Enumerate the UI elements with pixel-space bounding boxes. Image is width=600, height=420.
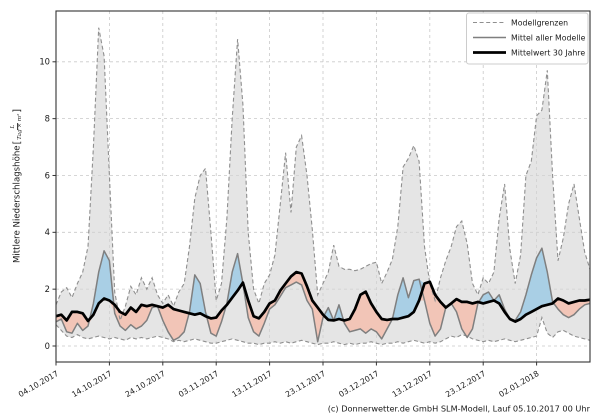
upper-model-bound-line xyxy=(55,27,591,323)
x-tick-label-1: 14.10.2017 xyxy=(70,369,113,399)
y-axis-unit-close-bracket: ] xyxy=(12,108,23,113)
y-tick-label-0: 0 xyxy=(45,341,50,351)
plot-area: 0 2 4 6 8 10 04.10.2017 14.10.2017 24.10.2017 03.… xyxy=(17,10,591,399)
y-tick-label-2: 2 xyxy=(45,284,50,294)
legend-label-modellgrenzen: Modellgrenzen xyxy=(511,18,568,27)
x-tick-label-8: 23.12.2017 xyxy=(444,369,487,399)
y-axis-unit-open-bracket: [ xyxy=(12,140,23,145)
x-tick-label-6: 03.12.2017 xyxy=(337,369,380,399)
x-tick-label-4: 13.11.2017 xyxy=(230,369,273,399)
x-tick-label-3: 03.11.2017 xyxy=(177,369,220,399)
x-tick-label-2: 24.10.2017 xyxy=(124,369,167,399)
x-tick-label-5: 23.11.2017 xyxy=(284,369,327,399)
y-tick-label-4: 4 xyxy=(45,227,50,237)
y-tick-label-8: 8 xyxy=(45,114,50,124)
y-tick-label-6: 6 xyxy=(45,170,50,180)
y-axis-unit-denominator: Tag × m² xyxy=(17,113,23,140)
legend-label-mittelwert-30-jahre: Mittelwert 30 Jahre xyxy=(511,48,585,57)
model-envelope-area xyxy=(56,27,590,345)
y-tick-label-10: 10 xyxy=(39,57,50,67)
model-mean-line xyxy=(55,247,591,343)
y-axis-label-text: Mittlere Niederschlagshöhe xyxy=(13,145,23,264)
climate-mean-line xyxy=(55,270,591,323)
y-axis-label: Mittlere Niederschlagshöhe [ L Tag × m² … xyxy=(10,108,25,264)
legend: Modellgrenzen Mittel aller Modelle Mitte… xyxy=(466,12,589,65)
x-tick-label-0: 04.10.2017 xyxy=(17,369,60,399)
y-axis-unit-fraction: L Tag × m² xyxy=(10,113,24,140)
x-tick-label-9: 02.01.2018 xyxy=(497,369,540,399)
copyright-caption: (c) Donnerwetter.de GmbH SLM-Modell, Lau… xyxy=(328,404,591,414)
legend-label-mittel-aller-modelle: Mittel aller Modelle xyxy=(511,33,586,42)
x-tick-label-7: 13.12.2017 xyxy=(391,369,434,399)
